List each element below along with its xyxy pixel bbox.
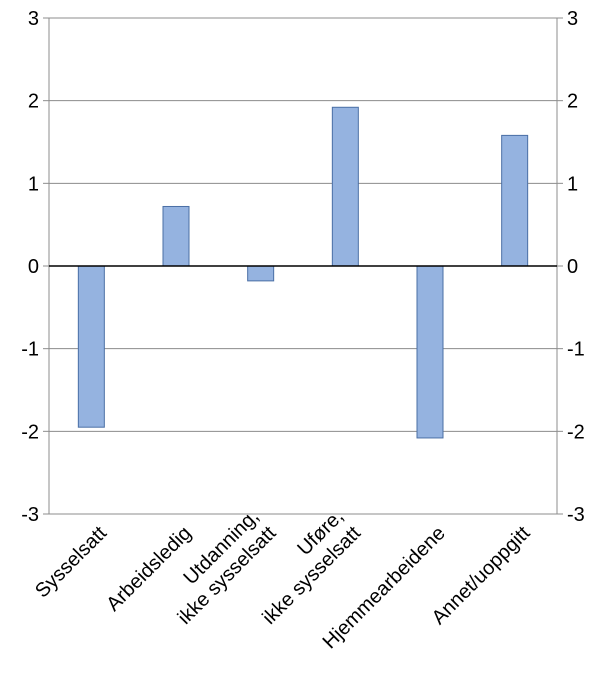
- bar: [247, 265, 275, 282]
- x-tick-label: Arbeidsledig: [102, 522, 195, 615]
- bar: [331, 106, 359, 267]
- y-tick-label-right: 2: [567, 91, 578, 113]
- y-tick-label-left: -1: [21, 339, 39, 361]
- x-tick-label-line: Arbeidsledig: [102, 522, 195, 615]
- y-tick-label-right: 1: [567, 173, 578, 195]
- y-axis-left-ticks: -3 -2 -1 0 1 2 3: [21, 8, 39, 526]
- x-tick-label-line: Sysselsatt: [31, 522, 111, 602]
- y-tick-label-left: 3: [28, 8, 39, 30]
- y-tick-label-left: 0: [28, 256, 39, 278]
- y-tick-label-left: -3: [21, 504, 39, 526]
- y-tick-label-right: 0: [567, 256, 578, 278]
- y-tick-label-right: -1: [567, 339, 585, 361]
- bars: [77, 106, 529, 439]
- axes: [43, 17, 563, 515]
- bar: [162, 205, 190, 267]
- y-tick-label-left: 2: [28, 91, 39, 113]
- y-tick-label-left: -2: [21, 421, 39, 443]
- x-tick-label: Sysselsatt: [31, 522, 111, 602]
- y-tick-label-right: 3: [567, 8, 578, 30]
- y-axis-right-ticks: -3 -2 -1 0 1 2 3: [567, 8, 585, 526]
- bar: [77, 265, 105, 428]
- y-tick-label-right: -2: [567, 421, 585, 443]
- bar: [416, 265, 444, 439]
- y-tick-label-left: 1: [28, 173, 39, 195]
- y-tick-label-right: -3: [567, 504, 585, 526]
- bar: [501, 134, 529, 267]
